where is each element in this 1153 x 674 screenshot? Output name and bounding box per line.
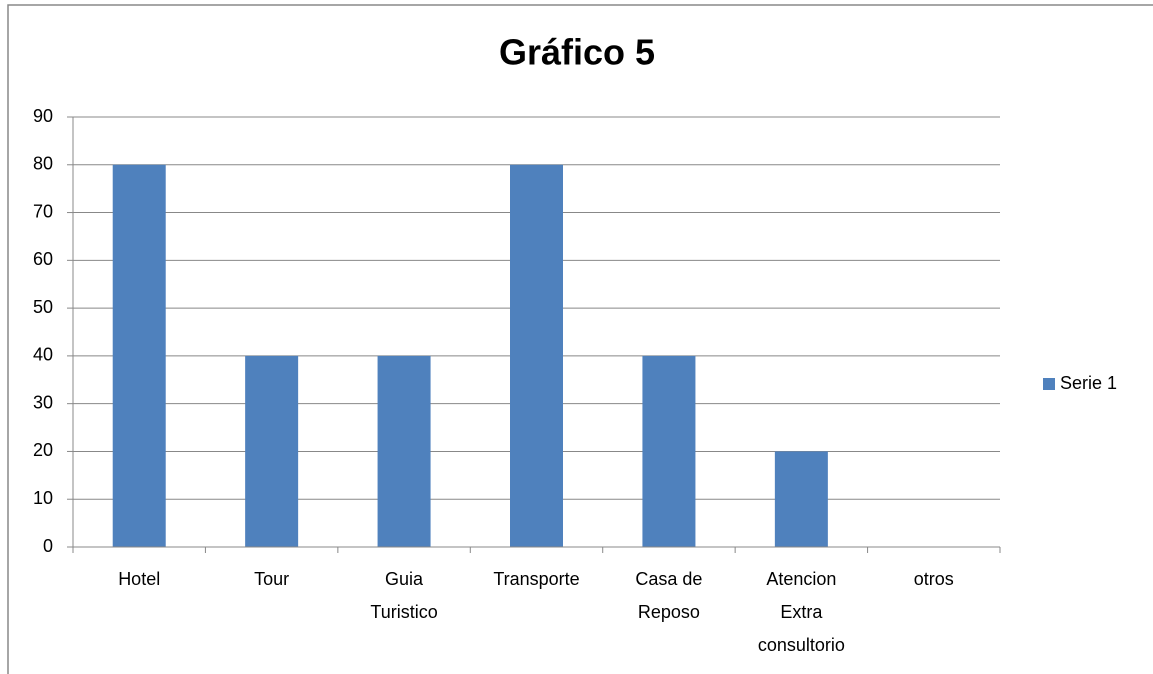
x-tick-label: Guia Turistico [370,569,437,622]
y-tick-label: 40 [33,345,53,365]
legend-swatch [1043,378,1055,390]
y-tick-label: 0 [43,536,53,556]
y-tick-label: 50 [33,297,53,317]
x-tick-label: Casa de Reposo [635,569,702,622]
y-tick-label: 80 [33,154,53,174]
y-tick-label: 90 [33,106,53,126]
chart-title: Gráfico 5 [499,32,655,73]
y-tick-label: 10 [33,488,53,508]
bar [112,164,166,547]
chart-frame [7,4,1153,674]
y-tick-label: 60 [33,249,53,269]
bar [774,451,828,547]
bar [377,355,431,547]
x-tick-label: otros [914,569,954,589]
x-tick-label: Hotel [118,569,160,589]
x-tick-label: Tour [254,569,289,589]
bar [510,164,563,547]
x-tick-label: Transporte [493,569,579,589]
legend-label: Serie 1 [1060,373,1117,393]
bar [245,355,299,547]
bar [642,355,696,547]
y-tick-label: 20 [33,440,53,460]
y-tick-label: 70 [33,201,53,221]
y-tick-label: 30 [33,392,53,412]
x-tick-label: Atencion Extra consultorio [758,569,845,655]
